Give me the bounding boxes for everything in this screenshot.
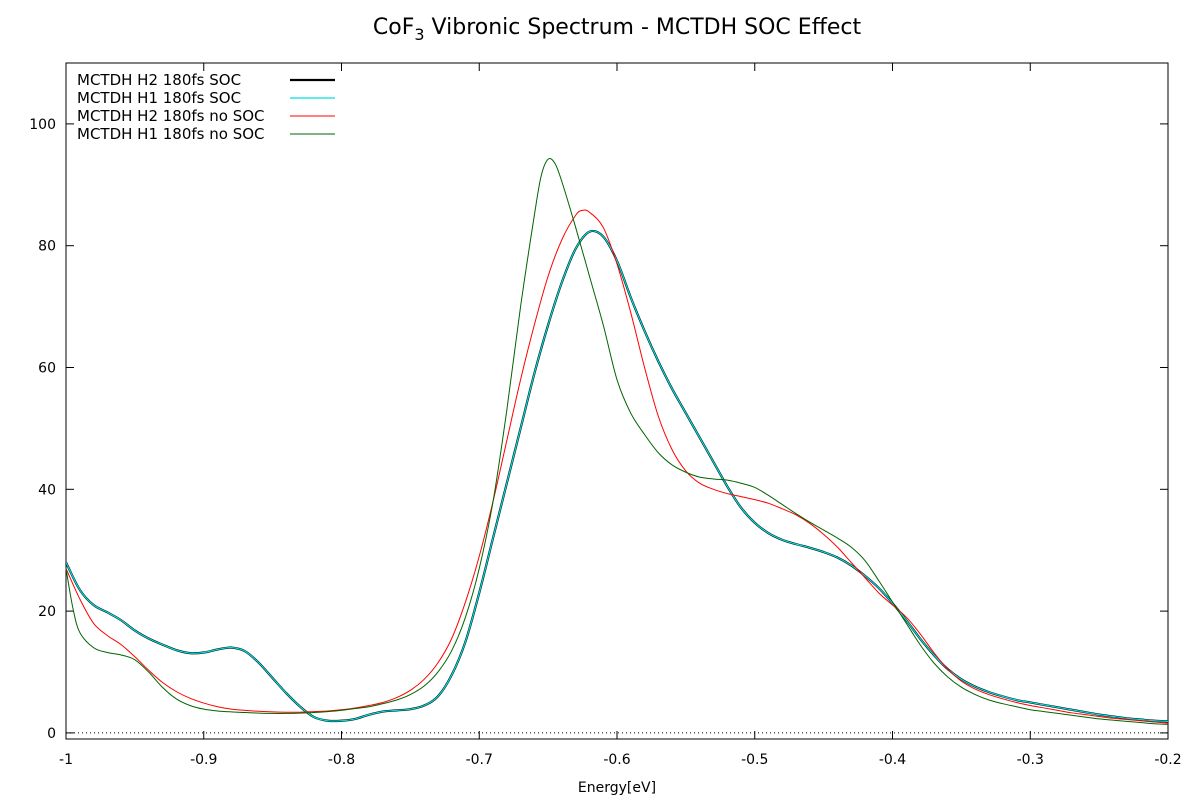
chart-title-subscript: 3 [414, 25, 424, 44]
series-line-2 [65, 230, 1169, 722]
x-tick-label: -0.4 [879, 752, 906, 768]
x-tick-label: -0.6 [603, 752, 630, 768]
legend-label-3: MCTDH H2 180fs no SOC [77, 107, 265, 125]
series-layer [65, 158, 1169, 725]
y-tick-label: 60 [38, 361, 56, 377]
y-tick-label: 20 [38, 604, 56, 620]
x-tick-label: -0.8 [328, 752, 355, 768]
legend-label-4: MCTDH H1 180fs no SOC [77, 125, 265, 143]
series-line-3 [65, 209, 1169, 724]
x-tick-label: -0.5 [741, 752, 768, 768]
y-tick-label: 80 [38, 239, 56, 255]
y-tick-label: 100 [29, 117, 56, 133]
x-tick-label: -0.7 [466, 752, 493, 768]
x-tick-label: -0.9 [190, 752, 217, 768]
chart-title: CoF3 Vibronic Spectrum - MCTDH SOC Effec… [373, 15, 862, 44]
chart-title-rest: Vibronic Spectrum - MCTDH SOC Effect [425, 15, 862, 40]
x-tick-label: -0.2 [1154, 752, 1181, 768]
legend-label-1: MCTDH H2 180fs SOC [77, 71, 241, 89]
chart-title-main: CoF [373, 15, 414, 40]
series-line-4 [65, 158, 1169, 725]
y-tick-label: 0 [47, 726, 56, 742]
legend-label-2: MCTDH H1 180fs SOC [77, 89, 241, 107]
x-axis-label: Energy[eV] [578, 780, 656, 796]
y-tick-label: 40 [38, 482, 56, 498]
x-tick-label: -0.3 [1017, 752, 1044, 768]
plot-frame [65, 62, 1169, 740]
x-axis-ticks: -1 -0.9 -0.8 -0.7 -0.6 -0.5 -0.4 -0.3 -0.2 [59, 63, 1182, 768]
y-axis-ticks: 0 20 40 60 80 100 [29, 117, 1168, 742]
x-tick-label: -1 [59, 752, 73, 768]
